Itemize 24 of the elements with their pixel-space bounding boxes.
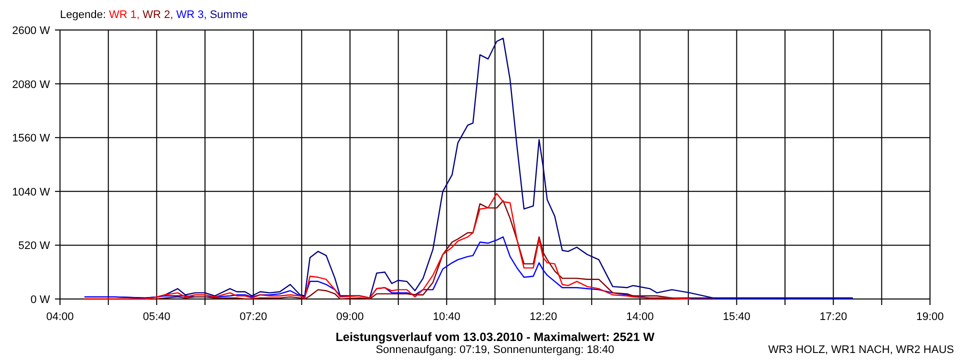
text: WR 2, [142, 9, 176, 21]
text: Leistungsverlauf vom 13.03.2010 - Maximalwert: 2521 W [336, 330, 656, 344]
x-tick-label: 05:40 [142, 311, 170, 323]
x-tick-label: 14:00 [626, 311, 654, 323]
x-tick-label: 17:20 [820, 311, 848, 323]
x-tick-label: 10:40 [432, 311, 460, 323]
text: Summe [210, 9, 248, 21]
y-tick-label: 2600 W [12, 25, 51, 37]
y-tick-label: 0 W [30, 294, 51, 306]
x-tick-label: 15:40 [722, 311, 750, 323]
x-tick-label: 12:20 [530, 311, 558, 323]
x-tick-label: 19:00 [916, 311, 944, 323]
text: Sonnenaufgang: 07:19, Sonnenuntergang: 18:40 [376, 344, 614, 356]
x-tick-label: 04:00 [46, 311, 74, 323]
text: WR 3, [176, 9, 210, 21]
x-tick-label: 07:20 [240, 311, 268, 323]
y-tick-label: 1040 W [12, 186, 51, 198]
y-tick-label: 520 W [18, 240, 51, 252]
text: WR 1, [108, 9, 143, 21]
x-tick-label: 09:00 [336, 311, 364, 323]
legend-title: Legende: [60, 9, 109, 21]
text: WR3 HOLZ, WR1 NACH, WR2 HAUS [768, 344, 954, 356]
y-tick-label: 2080 W [12, 78, 51, 91]
y-tick-label: 1560 W [12, 132, 51, 145]
